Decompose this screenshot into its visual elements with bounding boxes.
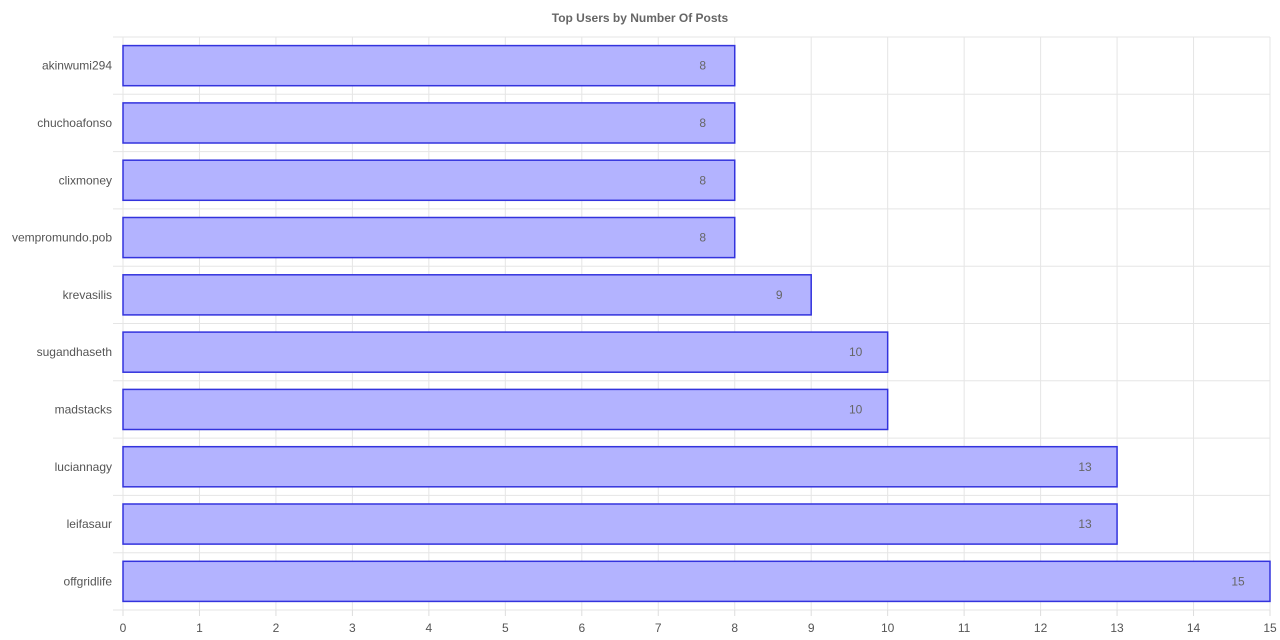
bar bbox=[122, 331, 889, 373]
bar bbox=[122, 445, 1118, 488]
category-label: vempromundo.pob bbox=[12, 231, 112, 245]
category-labels: akinwumi294 chuchoafonso clixmoney vempromu… bbox=[12, 59, 112, 589]
x-tick-label: 11 bbox=[958, 621, 971, 635]
x-tick-label: 14 bbox=[1187, 621, 1201, 635]
data-label: 8 bbox=[699, 116, 706, 130]
category-label: offgridlife bbox=[64, 574, 113, 588]
bar bbox=[122, 159, 736, 202]
data-label: 9 bbox=[776, 288, 783, 302]
x-tick-label: 10 bbox=[881, 621, 895, 635]
category-label: luciannagy bbox=[55, 460, 112, 474]
bar bbox=[122, 274, 812, 316]
bar bbox=[122, 503, 1118, 545]
category-label: akinwumi294 bbox=[42, 59, 112, 73]
x-axis: 0 1 2 3 4 5 6 7 8 9 10 11 12 13 14 15 bbox=[120, 610, 1277, 635]
x-tick-label: 3 bbox=[349, 621, 356, 635]
data-label: 8 bbox=[699, 59, 706, 73]
x-tick-label: 5 bbox=[502, 621, 509, 635]
category-label: madstacks bbox=[55, 402, 112, 416]
data-label: 8 bbox=[699, 173, 706, 187]
category-label: leifasaur bbox=[67, 517, 112, 531]
x-tick-label: 6 bbox=[578, 621, 585, 635]
bar bbox=[122, 216, 736, 259]
x-tick-label: 0 bbox=[120, 621, 127, 635]
chart-title: Top Users by Number Of Posts bbox=[552, 11, 729, 25]
x-tick-label: 9 bbox=[808, 621, 815, 635]
x-tick-label: 7 bbox=[655, 621, 662, 635]
category-label: krevasilis bbox=[63, 288, 112, 302]
bar bbox=[122, 388, 889, 431]
x-tick-label: 4 bbox=[426, 621, 433, 635]
data-label: 10 bbox=[849, 402, 863, 416]
x-tick-label: 12 bbox=[1034, 621, 1048, 635]
x-tick-label: 2 bbox=[273, 621, 280, 635]
x-tick-label: 1 bbox=[196, 621, 203, 635]
data-label: 8 bbox=[699, 231, 706, 245]
bar bbox=[122, 44, 736, 87]
category-label: sugandhaseth bbox=[37, 345, 112, 359]
x-tick-label: 8 bbox=[731, 621, 738, 635]
data-label: 13 bbox=[1078, 460, 1092, 474]
category-label: chuchoafonso bbox=[37, 116, 112, 130]
x-tick-label: 15 bbox=[1263, 621, 1277, 635]
data-label: 10 bbox=[849, 345, 863, 359]
bar bbox=[122, 560, 1271, 603]
x-tick-label: 13 bbox=[1110, 621, 1124, 635]
bar bbox=[122, 102, 736, 144]
bars: 8 8 8 8 9 10 10 13 13 15 bbox=[122, 44, 1271, 603]
category-label: clixmoney bbox=[59, 173, 112, 187]
data-label: 13 bbox=[1078, 517, 1092, 531]
data-label: 15 bbox=[1231, 574, 1245, 588]
